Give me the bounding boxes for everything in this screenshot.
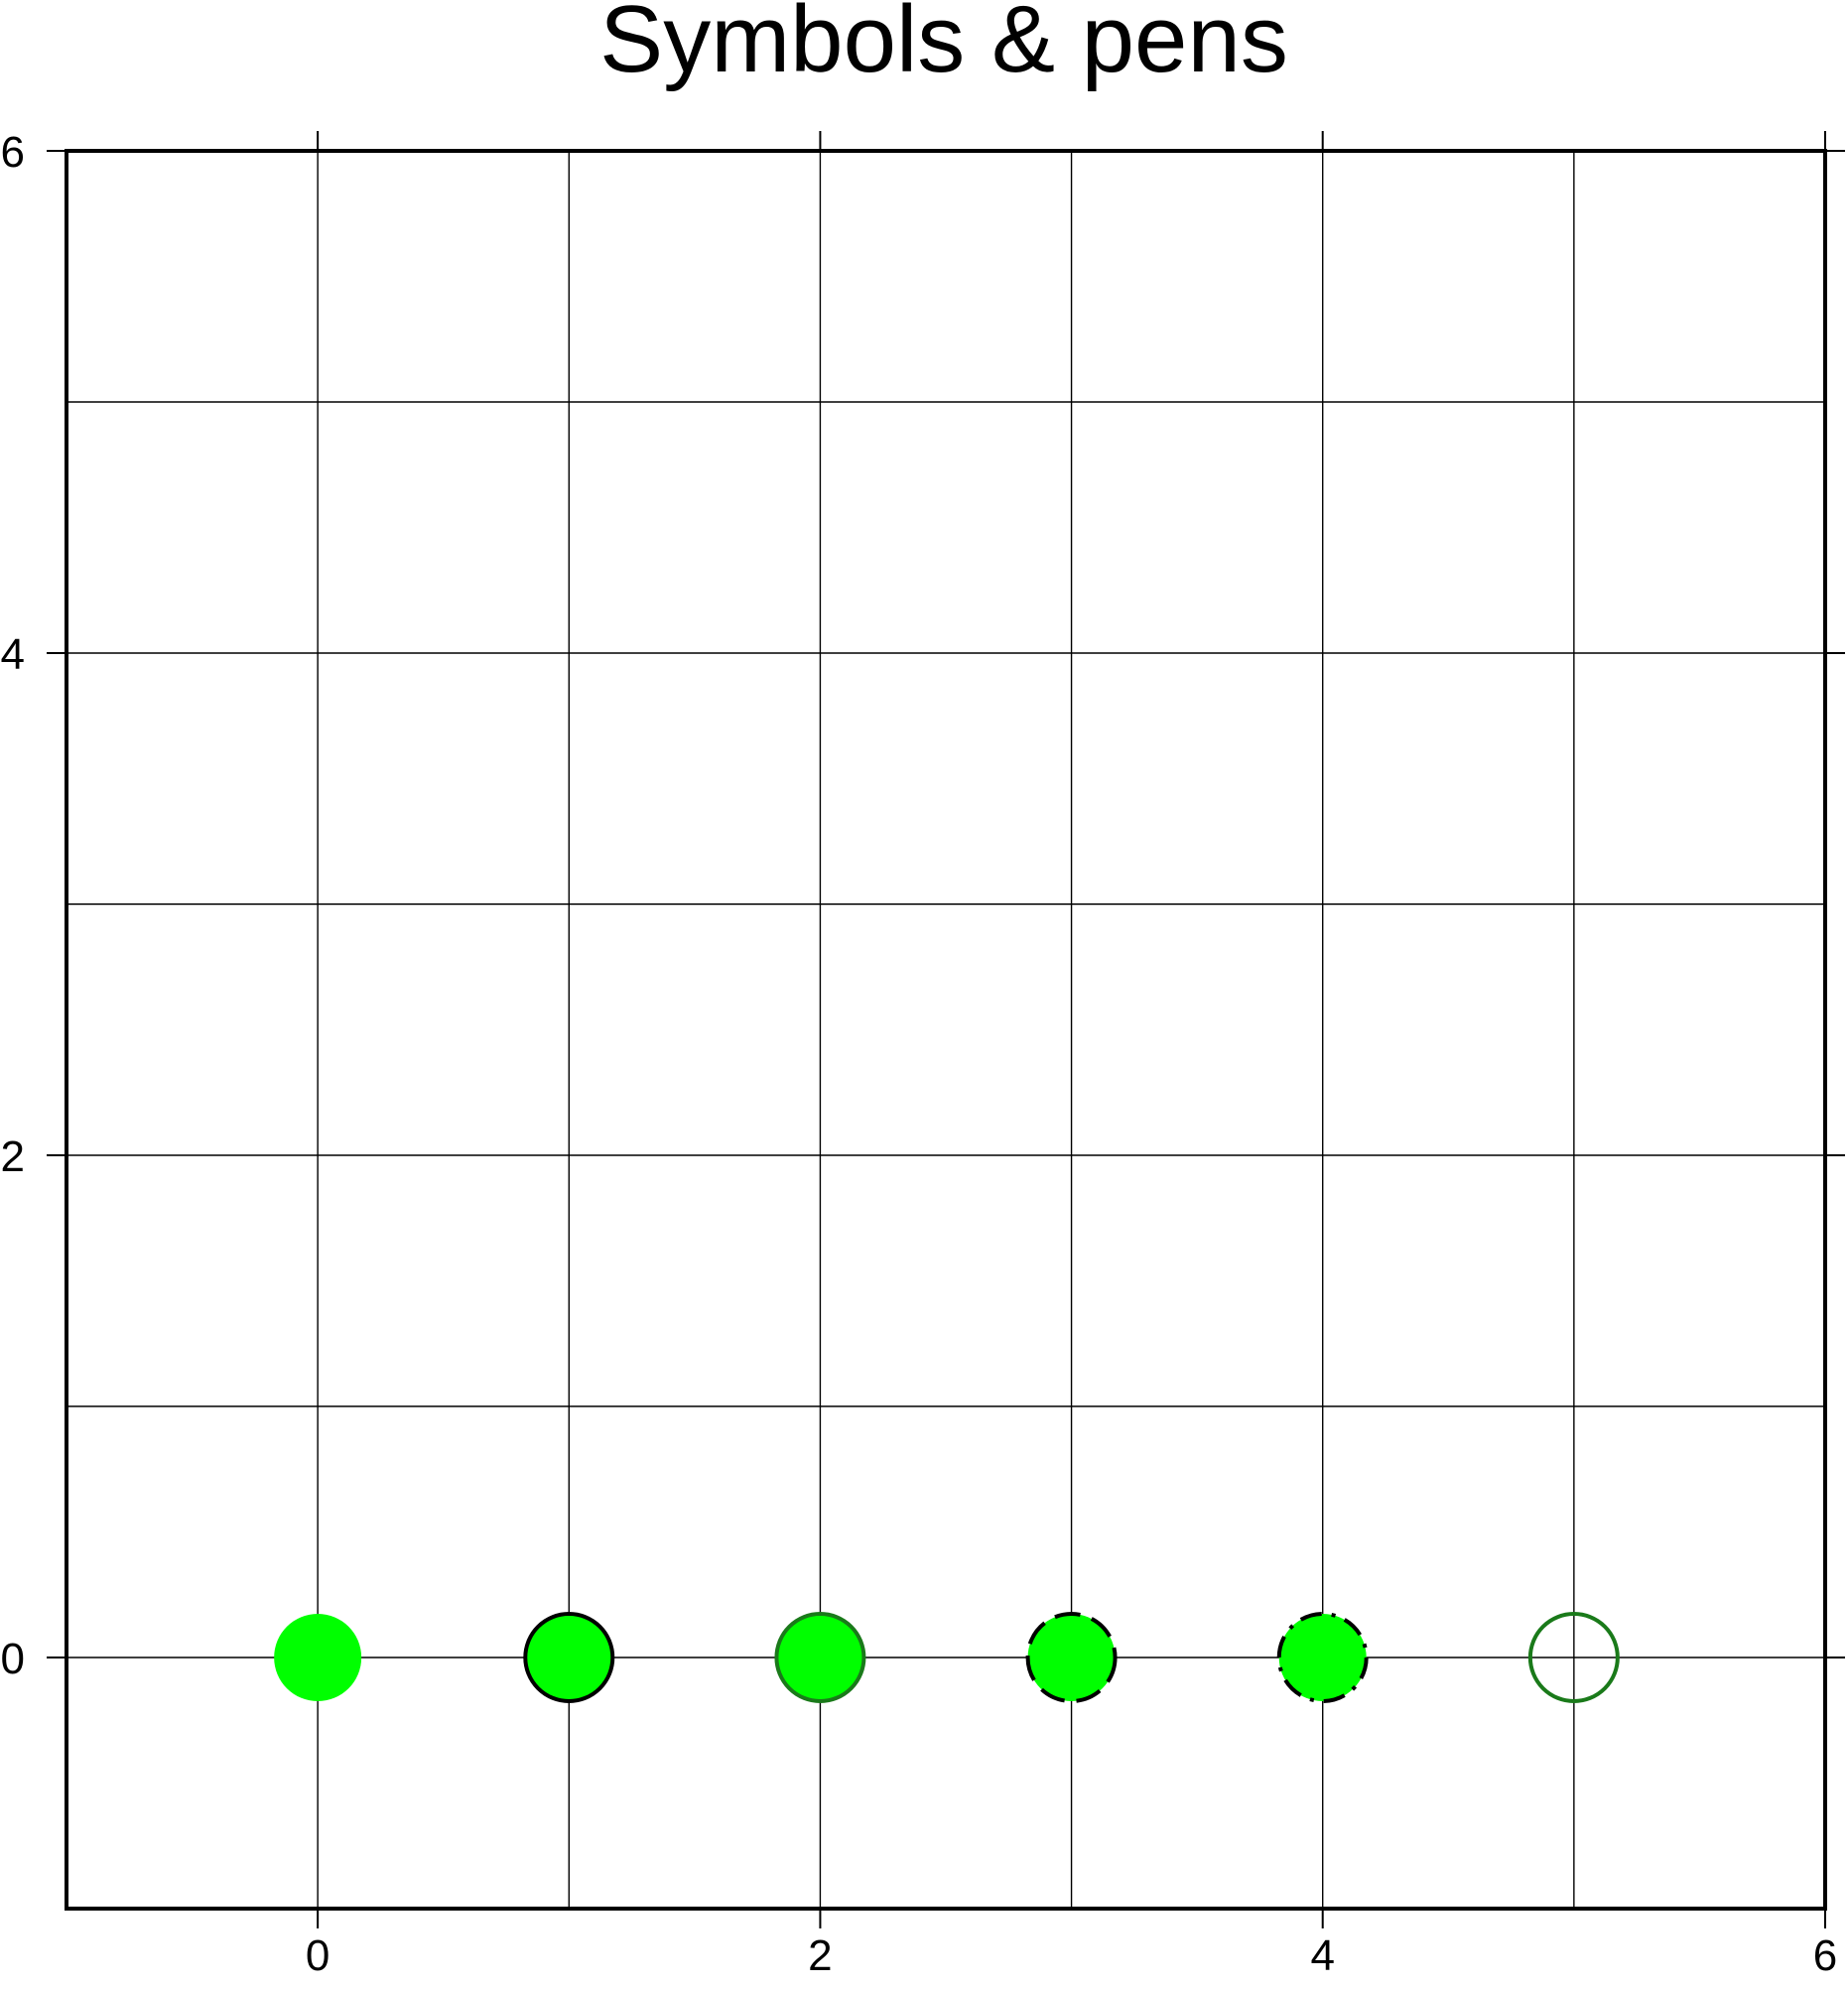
data-point: [523, 1612, 615, 1703]
x-tick-label: 2: [808, 1931, 832, 1980]
plot-border: [65, 149, 1827, 1911]
y-tick-label: 6: [1, 128, 25, 177]
data-point: [774, 1612, 866, 1703]
data-points: [274, 1612, 1620, 1703]
axis-ticks: 0 2 4 6 0 2 4 6: [1, 128, 1845, 1980]
data-point: [274, 1614, 362, 1701]
chart-title: Symbols & pens: [599, 0, 1288, 92]
x-tick-label: 4: [1310, 1931, 1334, 1980]
data-point: [1276, 1612, 1369, 1703]
plot-frame: [65, 149, 1827, 1911]
y-tick-label: 4: [1, 630, 25, 679]
y-tick-label: 2: [1, 1132, 25, 1181]
x-tick-label: 0: [306, 1931, 330, 1980]
y-tick-label: 0: [1, 1635, 25, 1683]
data-point: [1527, 1612, 1620, 1703]
data-point: [1025, 1612, 1118, 1703]
x-tick-label: 6: [1813, 1931, 1837, 1980]
grid: [66, 151, 1825, 1909]
